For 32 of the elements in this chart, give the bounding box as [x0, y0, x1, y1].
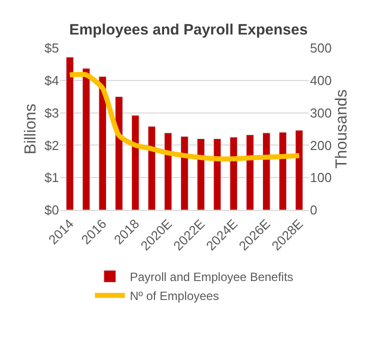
y2-tick-label: 200 — [310, 138, 332, 153]
chart-title: Employees and Payroll Expenses — [69, 22, 308, 39]
bar — [115, 96, 123, 210]
y2-tick-label: 400 — [310, 72, 332, 88]
bar — [262, 132, 270, 210]
y-tick-label: $4 — [44, 72, 59, 88]
y-axis-title: Billions — [22, 104, 40, 154]
bar — [148, 126, 156, 210]
bar — [82, 68, 90, 210]
y2-tick-label: 500 — [310, 40, 332, 56]
bar — [66, 56, 74, 210]
y-tick-label: $3 — [44, 105, 59, 120]
bar — [230, 136, 238, 210]
y2-tick-label: 100 — [310, 170, 332, 186]
bar — [278, 132, 287, 210]
bar — [295, 130, 304, 210]
y-tick-label: $1 — [44, 170, 59, 186]
legend-label: Payroll and Employee Benefits — [130, 270, 294, 284]
bar — [196, 138, 205, 210]
y-tick-label: $2 — [44, 138, 59, 153]
bar — [98, 76, 107, 210]
y2-tick-label: 0 — [310, 202, 318, 218]
legend-label: Nº of Employees — [130, 289, 219, 304]
y2-tick-label: 300 — [310, 105, 332, 120]
y2-axis-title: Thousands — [333, 89, 350, 169]
bar — [180, 136, 188, 210]
bar — [131, 115, 140, 210]
y-tick-label: $0 — [44, 202, 59, 218]
bar — [164, 132, 172, 210]
y-tick-label: $5 — [44, 40, 59, 56]
bar — [213, 138, 222, 210]
bar — [246, 134, 254, 210]
